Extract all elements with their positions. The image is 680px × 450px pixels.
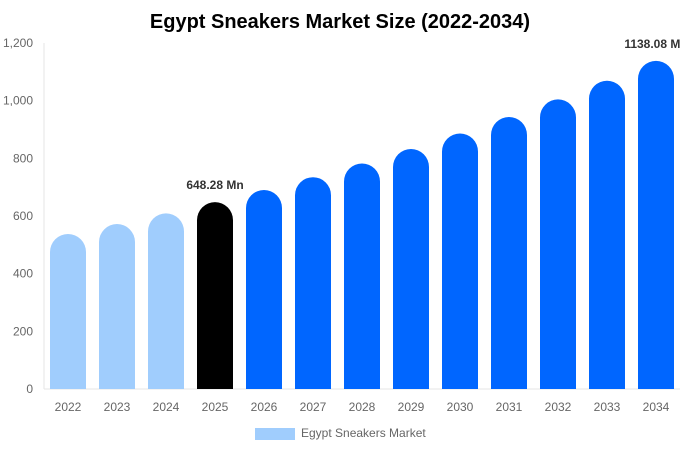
x-tick-label: 2023 bbox=[104, 400, 131, 414]
x-tick-label: 2022 bbox=[55, 400, 82, 414]
y-tick-label: 1,000 bbox=[3, 94, 33, 108]
x-tick-label: 2033 bbox=[594, 400, 621, 414]
x-tick-label: 2030 bbox=[447, 400, 474, 414]
y-tick-label: 1,200 bbox=[3, 36, 33, 50]
y-tick-label: 800 bbox=[13, 151, 33, 165]
x-tick-label: 2028 bbox=[349, 400, 376, 414]
y-tick-label: 400 bbox=[13, 267, 33, 281]
bar-2026[interactable] bbox=[246, 190, 282, 389]
bar-2024[interactable] bbox=[148, 213, 184, 389]
x-tick-label: 2031 bbox=[496, 400, 523, 414]
bar-2033[interactable] bbox=[589, 80, 625, 390]
chart-title: Egypt Sneakers Market Size (2022-2034) bbox=[150, 11, 530, 33]
x-tick-label: 2026 bbox=[251, 400, 278, 414]
x-tick-label: 2027 bbox=[300, 400, 327, 414]
legend-swatch bbox=[255, 428, 295, 440]
data-label-2025: 648.28 Mn bbox=[186, 178, 243, 192]
y-tick-label: 200 bbox=[13, 324, 33, 338]
x-tick-label: 2024 bbox=[153, 400, 180, 414]
bar-2028[interactable] bbox=[344, 163, 380, 389]
bar-2023[interactable] bbox=[99, 224, 135, 389]
x-tick-label: 2034 bbox=[643, 400, 670, 414]
bar-2032[interactable] bbox=[540, 99, 576, 390]
bar-2031[interactable] bbox=[491, 116, 527, 389]
legend-label[interactable]: Egypt Sneakers Market bbox=[301, 426, 426, 440]
x-tick-label: 2029 bbox=[398, 400, 425, 414]
bar-2034[interactable] bbox=[638, 60, 674, 389]
bar-2025[interactable] bbox=[197, 202, 233, 389]
data-label-2034: 1138.08 Mn bbox=[624, 37, 680, 51]
bar-2027[interactable] bbox=[295, 177, 331, 389]
x-tick-label: 2032 bbox=[545, 400, 572, 414]
bar-2030[interactable] bbox=[442, 133, 478, 389]
bar-2022[interactable] bbox=[50, 234, 86, 389]
x-tick-label: 2025 bbox=[202, 400, 229, 414]
y-tick-label: 600 bbox=[13, 209, 33, 223]
bar-2029[interactable] bbox=[393, 148, 429, 389]
y-tick-label: 0 bbox=[26, 382, 33, 396]
